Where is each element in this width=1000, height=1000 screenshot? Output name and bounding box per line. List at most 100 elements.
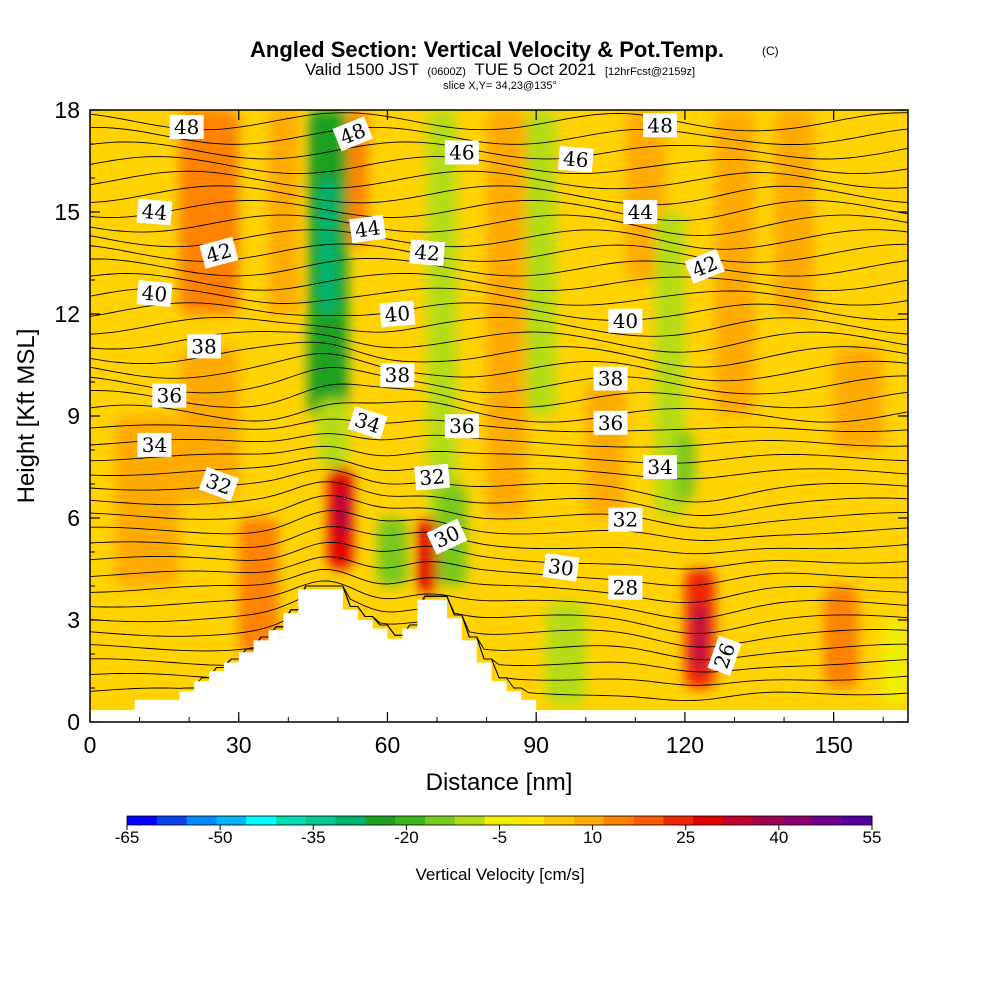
contour-label-bg [542, 553, 580, 582]
isentrope-line-21 [90, 366, 908, 395]
isentrope-line-6 [90, 580, 908, 620]
x-axis: 0 30 60 90 120 150 [84, 110, 884, 758]
colorbar-swatch-6 [305, 816, 337, 825]
contour-label-bg [379, 300, 416, 328]
x-tick-label: 90 [523, 732, 549, 758]
contour-label-bg [608, 308, 643, 333]
contour-label-text: 36 [157, 384, 182, 408]
colorbar-swatch-1 [156, 816, 188, 825]
contour-label-13: 40 [608, 308, 643, 333]
contour-label-bg [608, 575, 643, 600]
contour-label-text: 34 [142, 433, 167, 457]
isentrope-line-23 [90, 341, 908, 368]
contour-label-14: 38 [187, 334, 222, 359]
x-tick-label: 60 [375, 732, 401, 758]
contour-label-text: 46 [449, 141, 474, 165]
colorbar-swatch-24 [842, 816, 873, 825]
contour-label-text: 38 [385, 363, 410, 387]
colorbar: -65 -50 -35 -20 -5 10 25 40 55 [115, 815, 881, 847]
y-tick-label: 3 [67, 607, 80, 633]
isentrope-line-3 [90, 585, 908, 661]
contour-label-text: 48 [647, 113, 672, 137]
contour-label-bg [593, 366, 628, 391]
velocity-cell-25 [585, 382, 626, 518]
contour-label-bg [349, 214, 387, 244]
isentrope-line-15 [90, 457, 908, 480]
subtitle-valid: Valid 1500 JST [305, 60, 419, 79]
isentrope-line-17 [90, 433, 908, 448]
terrain-mask [90, 589, 908, 722]
colorbar-swatch-18 [663, 816, 694, 825]
contour-label-bg [137, 432, 172, 457]
chart-title: Angled Section: Vertical Velocity & Pot.… [250, 37, 724, 62]
x-tick-label: 120 [666, 732, 704, 758]
contour-label-text: 32 [613, 508, 638, 532]
contour-label-22: 34 [643, 455, 678, 479]
isentrope-lines [90, 112, 908, 702]
isentrope-line-32 [90, 214, 908, 237]
isentrope-line-10 [90, 526, 908, 555]
velocity-cell-1 [179, 348, 239, 501]
isentrope-line-9 [90, 541, 908, 570]
contour-label-15: 38 [380, 363, 415, 388]
contour-label-17: 36 [152, 383, 187, 408]
contour-label-text: 40 [384, 301, 411, 327]
x-tick-label: 150 [814, 732, 852, 758]
isentrope-line-38 [90, 126, 908, 145]
isentrope-line-12 [90, 495, 908, 529]
colorbar-tick-label: 40 [769, 828, 788, 847]
contour-label-text: 38 [598, 367, 623, 391]
contour-label-text: 32 [418, 464, 445, 490]
contour-label-text: 40 [141, 281, 168, 307]
contour-label-text: 42 [413, 240, 440, 266]
isentrope-line-24 [90, 331, 908, 353]
velocity-cell-26 [238, 518, 279, 654]
velocity-cell-8 [337, 490, 348, 535]
contour-label-text: 48 [174, 115, 199, 139]
velocity-cell-24 [833, 348, 884, 450]
colorbar-tick-label: 10 [583, 828, 602, 847]
velocity-cell-13 [268, 110, 299, 314]
contour-label-2: 46 [444, 140, 479, 165]
colorbar-swatch-5 [276, 816, 307, 825]
velocity-cell-0 [179, 110, 239, 314]
contour-label-28: 28 [608, 575, 643, 600]
isentrope-line-25 [90, 316, 908, 337]
contour-label-text: 30 [547, 554, 576, 581]
colorbar-swatch-19 [693, 816, 724, 825]
contour-label-bg [198, 466, 239, 502]
contour-label-text: 44 [353, 215, 382, 242]
colorbar-tick-label: -35 [301, 828, 326, 847]
colorbar-tick-label: -50 [208, 828, 233, 847]
isentrope-line-34 [90, 185, 908, 206]
isentrope-line-18 [90, 418, 908, 433]
contour-label-bg [444, 414, 479, 439]
contour-label-bg [199, 236, 239, 269]
contour-label-0: 48 [169, 115, 204, 139]
isentrope-line-13 [90, 481, 908, 516]
velocity-cell-15 [526, 110, 557, 416]
y-tick-label: 9 [67, 403, 80, 429]
isentrope-line-19 [90, 400, 908, 423]
isentrope-line-22 [90, 353, 908, 382]
isentrope-line-8 [90, 556, 908, 587]
contour-label-bg [608, 507, 643, 532]
contour-label-7: 44 [623, 200, 658, 224]
isentrope-line-26 [90, 302, 908, 321]
contour-label-text: 40 [613, 309, 638, 333]
colorbar-tick-label: -5 [492, 828, 507, 847]
contour-label-4: 48 [643, 113, 678, 138]
x-tick-label: 0 [84, 732, 97, 758]
contour-label-bg [414, 463, 451, 491]
contour-label-bg [444, 140, 479, 165]
y-axis-label: Height [Kft MSL] [13, 329, 40, 504]
isentrope-line-29 [90, 257, 908, 277]
contour-label-text: 38 [191, 334, 216, 358]
contour-label-25: 32 [608, 507, 643, 532]
contour-label-text: 44 [141, 199, 168, 225]
velocity-cell-22 [714, 110, 755, 416]
contour-label-bg [169, 115, 204, 139]
velocity-cell-27 [774, 110, 814, 314]
